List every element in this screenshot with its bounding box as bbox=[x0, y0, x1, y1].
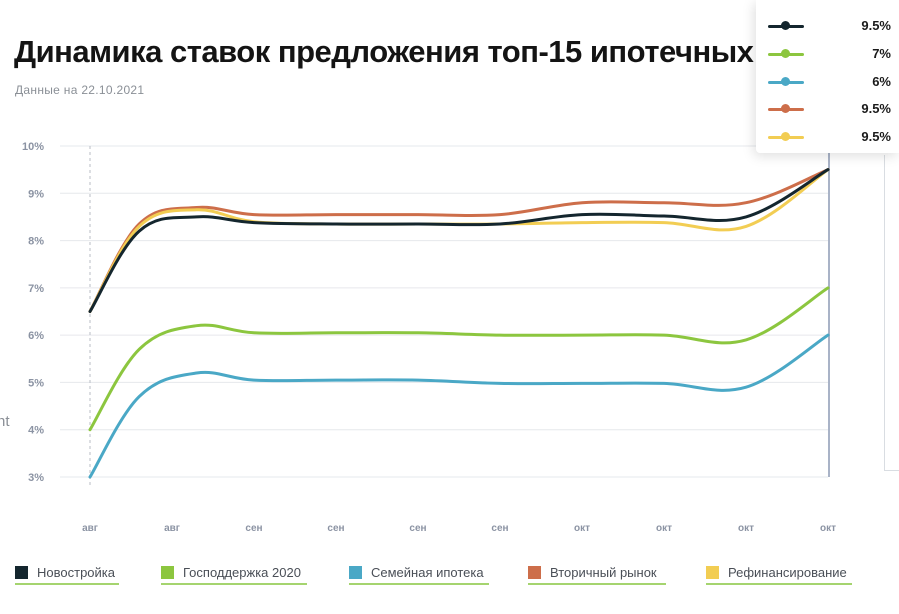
x-tick-label: авг bbox=[164, 523, 180, 534]
tooltip-row-semeynaya: 6% bbox=[756, 72, 899, 92]
tooltip-marker-icon bbox=[781, 77, 790, 86]
legend-underline bbox=[706, 583, 852, 585]
y-tick-label: 7% bbox=[28, 283, 44, 295]
y-tick-label: 8% bbox=[28, 236, 44, 248]
y-tick-label: 4% bbox=[28, 425, 44, 437]
legend-underline bbox=[349, 583, 489, 585]
tooltip-value: 6% bbox=[872, 74, 891, 89]
legend-underline bbox=[161, 583, 307, 585]
y-tick-label: 3% bbox=[28, 472, 44, 484]
tooltip-row-gospodderzhka: 7% bbox=[756, 44, 899, 64]
side-panel-edge bbox=[884, 155, 899, 471]
legend-underline bbox=[528, 583, 666, 585]
tooltip-row-novostroyka: 9.5% bbox=[756, 16, 899, 36]
tooltip-marker-icon bbox=[781, 104, 790, 113]
tooltip-value: 7% bbox=[872, 46, 891, 61]
tooltip-value: 9.5% bbox=[861, 129, 891, 144]
series-line-господдержка-2020 bbox=[88, 286, 830, 432]
x-tick-label: сен bbox=[491, 523, 508, 534]
tooltip-row-refinansirovanie: 9.5% bbox=[756, 127, 899, 147]
legend-swatch-icon bbox=[161, 566, 174, 579]
legend-swatch-icon bbox=[706, 566, 719, 579]
x-tick-label: сен bbox=[245, 523, 262, 534]
y-tick-label: 9% bbox=[28, 188, 44, 200]
tooltip-value: 9.5% bbox=[861, 101, 891, 116]
legend-label: Семейная ипотека bbox=[371, 565, 484, 580]
x-tick-label: окт bbox=[574, 523, 590, 534]
legend-label: Господдержка 2020 bbox=[183, 565, 301, 580]
x-tick-label: сен bbox=[327, 523, 344, 534]
x-tick-label: авг bbox=[82, 523, 98, 534]
legend-label: Рефинансирование bbox=[728, 565, 847, 580]
cut-off-label: nt bbox=[0, 413, 10, 430]
tooltip-marker-icon bbox=[781, 132, 790, 141]
y-tick-label: 5% bbox=[28, 377, 44, 389]
x-tick-label: окт bbox=[738, 523, 754, 534]
legend-swatch-icon bbox=[15, 566, 28, 579]
y-tick-label: 6% bbox=[28, 330, 44, 342]
legend-underline bbox=[15, 583, 119, 585]
legend-swatch-icon bbox=[528, 566, 541, 579]
y-tick-label: 10% bbox=[22, 141, 44, 153]
chart-title: Динамика ставок предложения топ-15 ипоте… bbox=[14, 34, 781, 69]
hover-tooltip: 9.5% 7% 6% 9.5% 9.5% bbox=[756, 0, 899, 153]
tooltip-value: 9.5% bbox=[861, 18, 891, 33]
legend-swatch-icon bbox=[349, 566, 362, 579]
legend-label: Новостройка bbox=[37, 565, 115, 580]
chart-subtitle: Данные на 22.10.2021 bbox=[15, 83, 145, 97]
x-tick-label: окт bbox=[656, 523, 672, 534]
tooltip-marker-icon bbox=[781, 49, 790, 58]
legend-label: Вторичный рынок bbox=[550, 565, 657, 580]
x-tick-label: окт bbox=[820, 523, 836, 534]
series-line-новостройка bbox=[88, 168, 830, 313]
x-tick-label: сен bbox=[409, 523, 426, 534]
series-line-вторичный-рынок bbox=[88, 168, 830, 313]
series-line-семейная-ипотека bbox=[88, 333, 830, 479]
tooltip-row-vtorichny: 9.5% bbox=[756, 99, 899, 119]
tooltip-marker-icon bbox=[781, 21, 790, 30]
